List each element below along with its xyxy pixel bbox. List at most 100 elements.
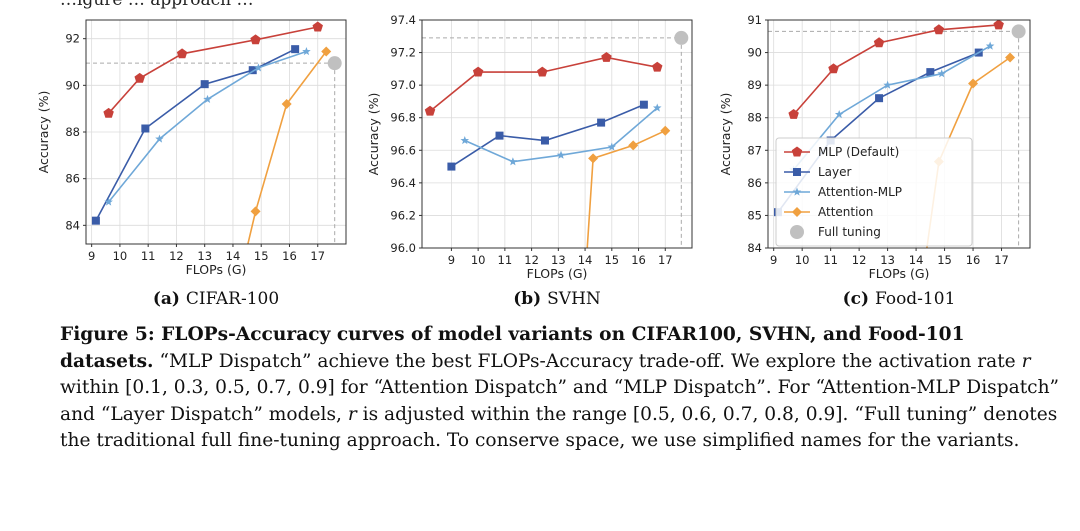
caption-sentence-3: is adjusted within the range [0.5, 0.6, … xyxy=(60,403,1058,452)
y-tick-label: 88 xyxy=(747,111,762,125)
series-line-diamond xyxy=(586,129,666,248)
data-point-square xyxy=(447,162,456,171)
x-tick-label: 11 xyxy=(141,249,156,263)
data-point-square xyxy=(200,80,209,89)
series-line-square xyxy=(95,48,296,222)
data-point-pentagon xyxy=(993,20,1004,30)
y-tick-label: 97.0 xyxy=(390,78,416,92)
x-tick-label: 16 xyxy=(282,249,297,263)
data-point-square xyxy=(248,66,257,75)
y-tick-label: 88 xyxy=(65,125,80,139)
y-tick-label: 96.2 xyxy=(390,208,416,222)
legend-label: Attention xyxy=(818,205,873,219)
data-point-star xyxy=(985,41,995,50)
legend-label: Layer xyxy=(818,165,852,179)
data-point-diamond xyxy=(628,140,639,151)
data-point-pentagon xyxy=(134,72,145,83)
x-tick-label: 11 xyxy=(498,253,513,267)
x-tick-label: 15 xyxy=(254,249,269,263)
y-axis-label: Accuracy (%) xyxy=(718,93,733,176)
plot-frame xyxy=(767,19,1031,249)
y-tick-label: 91 xyxy=(747,13,762,27)
legend-label: Full tuning xyxy=(818,225,881,239)
subplot-letter: (c) xyxy=(843,289,875,309)
figure-charts: 9 10 11 12 13 14 15 16 17 84 86 88 90 92 FLOPs (G) Accu… xyxy=(36,13,1031,309)
figure-caption: Figure 5: FLOPs-Accuracy curves of model… xyxy=(60,322,1060,455)
x-tick-label: 16 xyxy=(966,253,981,267)
data-point-square xyxy=(291,45,300,54)
x-tick-label: 9 xyxy=(448,253,455,267)
legend-label: MLP (Default) xyxy=(818,145,899,159)
data-point-diamond xyxy=(1005,52,1016,63)
data-point-diamond xyxy=(281,99,292,109)
data-point-star xyxy=(883,80,892,89)
legend-marker-pentagon xyxy=(791,146,803,157)
legend: MLP (Default) Layer Attention-MLP Attention… xyxy=(775,137,973,247)
data-point-square xyxy=(639,100,648,109)
data-point-star xyxy=(607,142,617,151)
x-tick-label: 12 xyxy=(524,253,539,267)
data-point-pentagon xyxy=(250,34,261,45)
data-point-square xyxy=(540,136,549,145)
data-point-star xyxy=(556,150,566,159)
subplot-dataset-name: SVHN xyxy=(547,289,601,309)
series-group xyxy=(424,30,689,248)
data-point-circle xyxy=(327,56,342,71)
x-axis-label: FLOPs (G) xyxy=(869,266,930,281)
x-tick-label: 11 xyxy=(823,253,838,267)
data-point-pentagon xyxy=(537,66,548,77)
subplot-caption: (b) SVHN xyxy=(513,289,601,309)
x-tick-label: 15 xyxy=(937,253,952,267)
legend-box xyxy=(775,137,973,247)
x-tick-label: 10 xyxy=(795,253,810,267)
data-point-pentagon xyxy=(176,48,188,59)
y-tick-label: 97.2 xyxy=(390,46,416,60)
series-line-diamond xyxy=(247,51,327,244)
data-point-pentagon xyxy=(788,108,799,119)
data-point-pentagon xyxy=(312,21,323,32)
data-point-star xyxy=(937,69,946,78)
figure-label: Figure 5: xyxy=(60,324,155,345)
y-tick-label: 96.4 xyxy=(390,176,416,190)
x-tick-label: 14 xyxy=(226,249,241,263)
data-point-star xyxy=(508,157,518,166)
legend-marker-star xyxy=(792,187,802,196)
x-tick-label: 9 xyxy=(770,253,777,267)
y-tick-label: 86 xyxy=(747,176,762,190)
data-point-square xyxy=(926,68,935,77)
data-point-diamond xyxy=(250,206,261,217)
data-point-square xyxy=(875,94,884,103)
y-tick-label: 90 xyxy=(65,78,80,92)
subplot-dataset-name: Food-101 xyxy=(875,289,955,309)
y-axis-label: Accuracy (%) xyxy=(36,91,51,174)
y-tick-label: 96.8 xyxy=(390,111,416,125)
x-tick-label: 14 xyxy=(578,253,593,267)
cropped-text: …igure … approach … xyxy=(60,0,254,10)
x-axis-label: FLOPs (G) xyxy=(527,266,588,281)
subplot-caption: (c) Food-101 xyxy=(843,289,956,309)
data-point-pentagon xyxy=(601,51,612,62)
series-line-pentagon xyxy=(792,24,999,116)
x-tick-label: 17 xyxy=(310,249,325,263)
data-point-square xyxy=(141,124,150,133)
plot-frame xyxy=(421,19,693,249)
y-tick-label: 84 xyxy=(747,241,762,255)
x-tick-label: 13 xyxy=(880,253,895,267)
x-tick-label: 10 xyxy=(113,249,128,263)
data-point-pentagon xyxy=(103,107,114,118)
legend-marker-circle xyxy=(790,225,804,239)
data-point-diamond xyxy=(588,153,599,164)
chart-panel-3: 9 10 11 12 13 14 15 16 17 84 85 86 87 88 89 90 91 FLOPs (… xyxy=(718,13,1031,309)
x-tick-label: 9 xyxy=(88,249,95,263)
y-tick-label: 90 xyxy=(747,46,762,60)
y-tick-label: 87 xyxy=(747,143,762,157)
cropped-text-line: …igure … approach … xyxy=(0,0,1080,12)
chart-panel-1: 9 10 11 12 13 14 15 16 17 84 86 88 90 92 FLOPs (G) Accu… xyxy=(36,19,347,309)
x-tick-label: 15 xyxy=(604,253,619,267)
caption-title: FLOPs-Accuracy curves of model variants … xyxy=(60,324,965,372)
y-tick-label: 86 xyxy=(65,172,80,186)
data-point-square xyxy=(91,216,100,225)
subplot-letter: (a) xyxy=(153,289,186,309)
legend-label: Attention-MLP xyxy=(818,185,902,199)
data-point-pentagon xyxy=(652,61,663,72)
